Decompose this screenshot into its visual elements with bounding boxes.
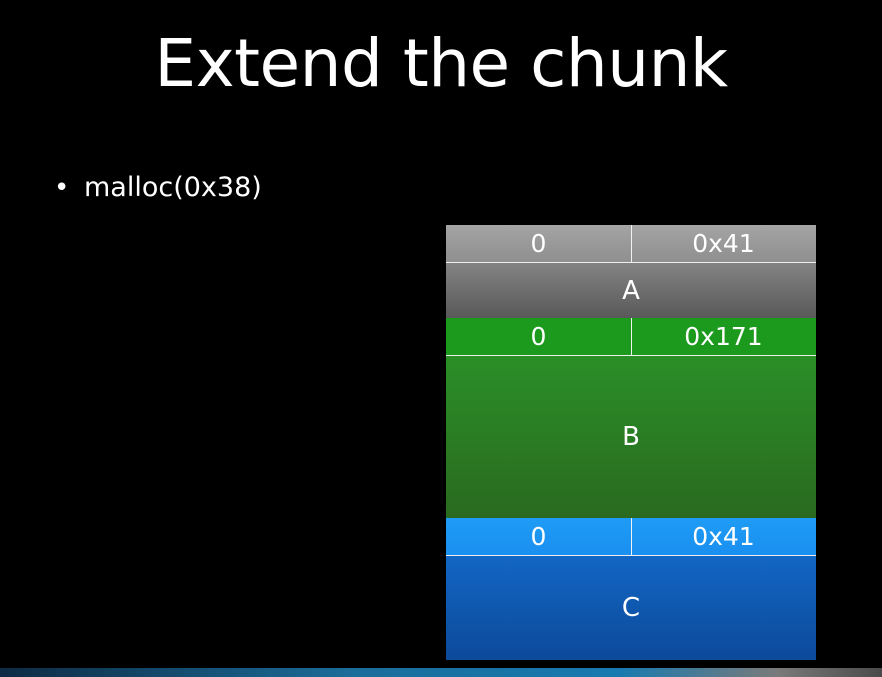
prev-size-field: 0 bbox=[530, 522, 547, 551]
size-field: 0x171 bbox=[684, 322, 763, 351]
bullet-dot-icon: • bbox=[54, 173, 70, 203]
bullet-list: • malloc(0x38) bbox=[54, 170, 262, 206]
chunk-header: 0 0x41 bbox=[446, 518, 816, 556]
chunk-label: A bbox=[446, 263, 816, 318]
chunk-header: 0 0x41 bbox=[446, 225, 816, 263]
field-divider bbox=[631, 518, 632, 556]
chunk-b: 0 0x171 B bbox=[446, 318, 816, 518]
bullet-text: malloc(0x38) bbox=[84, 172, 262, 203]
bullet-item: • malloc(0x38) bbox=[54, 170, 262, 206]
field-divider bbox=[631, 225, 632, 263]
prev-size-field: 0 bbox=[530, 229, 547, 258]
chunk-c: 0 0x41 C bbox=[446, 518, 816, 660]
size-field: 0x41 bbox=[692, 229, 755, 258]
chunk-label: C bbox=[446, 556, 816, 660]
chunk-a: 0 0x41 A bbox=[446, 225, 816, 318]
bottom-video-strip bbox=[0, 668, 882, 677]
chunk-label: B bbox=[446, 356, 816, 518]
field-divider bbox=[631, 318, 632, 356]
chunk-header: 0 0x171 bbox=[446, 318, 816, 356]
heap-diagram: 0 0x41 A 0 0x171 B 0 0x41 C bbox=[446, 225, 816, 660]
prev-size-field: 0 bbox=[530, 322, 547, 351]
size-field: 0x41 bbox=[692, 522, 755, 551]
slide-title: Extend the chunk bbox=[154, 25, 728, 102]
